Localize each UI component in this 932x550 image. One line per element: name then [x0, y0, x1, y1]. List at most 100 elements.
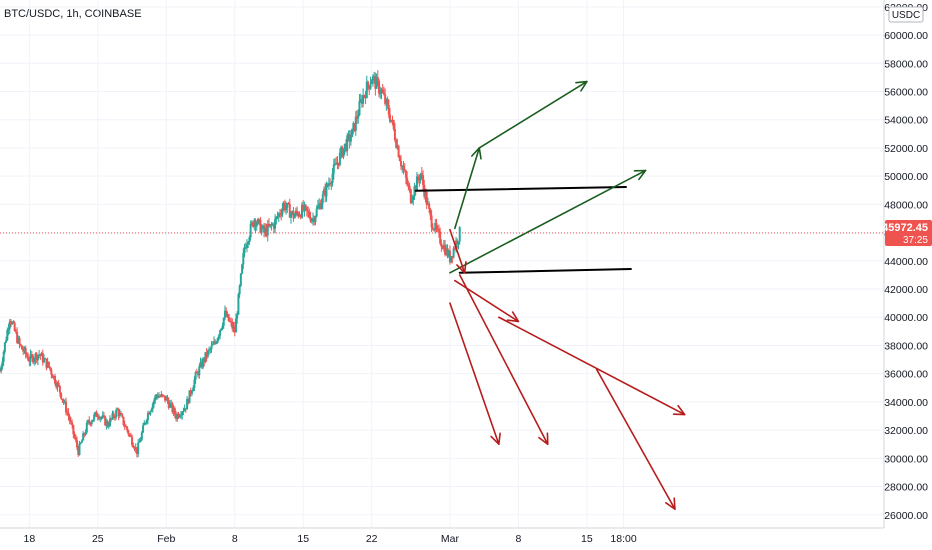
candle-body [368, 85, 371, 89]
price-tick-label: 38000.00 [884, 340, 928, 352]
candle-body [131, 436, 134, 445]
candle-body [319, 203, 322, 209]
arrow-head[interactable] [490, 432, 501, 446]
arrow-shaft[interactable] [449, 302, 500, 446]
candle-body [121, 414, 124, 417]
candle-body [12, 322, 15, 324]
candle-body [214, 341, 217, 343]
arrow-head[interactable] [506, 311, 520, 323]
candle-body [24, 347, 27, 355]
candle-body [225, 310, 228, 317]
candle-body [82, 433, 85, 441]
candle-body [41, 353, 44, 363]
candle-body [116, 409, 119, 411]
candle-body [451, 256, 454, 258]
candle-body [105, 421, 108, 426]
arrow-shaft[interactable] [454, 279, 520, 323]
arrow-head[interactable] [633, 169, 647, 181]
candle-body [398, 156, 401, 162]
candle-body [137, 442, 140, 455]
candle-body [157, 396, 160, 398]
candle-body [204, 352, 207, 362]
candle-body [278, 213, 281, 215]
candle-body [13, 322, 16, 331]
candle-body [270, 224, 273, 226]
candle-body [453, 248, 456, 250]
candle-body [212, 341, 215, 345]
arrow-shaft[interactable] [454, 147, 481, 230]
arrow-shaft[interactable] [449, 169, 647, 274]
candle-body [220, 328, 223, 331]
candle-body [353, 123, 356, 131]
arrow-head[interactable] [575, 80, 588, 92]
candle-body [424, 191, 427, 197]
candle-body [14, 330, 17, 333]
candle-body [197, 372, 200, 376]
candle-body [299, 215, 302, 218]
time-axis[interactable] [0, 527, 932, 550]
candle-body [128, 434, 131, 436]
candle-body [178, 415, 181, 418]
arrow-head[interactable] [538, 432, 549, 446]
candle-body [390, 119, 393, 122]
candle-body [27, 356, 30, 361]
candle-body [209, 349, 212, 351]
candle-body [189, 390, 192, 394]
candle-body [275, 216, 278, 219]
candle-body [109, 418, 112, 426]
candle-body [385, 99, 388, 104]
candle-body [67, 412, 70, 417]
candle-body [205, 352, 208, 357]
candle-body [303, 204, 306, 211]
candle-body [327, 183, 330, 186]
candle-body [442, 245, 445, 249]
candle-body [343, 143, 346, 149]
candle-body [183, 408, 186, 411]
price-axis[interactable] [883, 0, 932, 550]
trend-line[interactable] [458, 267, 632, 274]
candle-body [274, 218, 277, 229]
drawing-layer[interactable] [414, 80, 686, 510]
arrow-head[interactable] [665, 497, 676, 510]
candle-body [226, 314, 229, 317]
arrow-shaft[interactable] [595, 368, 676, 510]
candle-body [238, 285, 241, 295]
candle-body [431, 227, 434, 230]
arrow-head[interactable] [672, 404, 686, 416]
candle-body [359, 99, 362, 102]
candle-body [117, 409, 120, 417]
candle-body [175, 414, 178, 419]
candle-body [318, 203, 321, 207]
candle-body [242, 253, 245, 265]
arrow-head[interactable] [456, 261, 467, 274]
arrow-shaft[interactable] [458, 274, 549, 446]
candle-body [411, 200, 414, 203]
candle-body [145, 419, 148, 423]
candle-body [171, 403, 174, 413]
candle-body [302, 204, 305, 211]
candle-body [30, 354, 33, 356]
candle-body [94, 412, 97, 415]
symbol-label[interactable]: BTC/USDC, 1h, COINBASE [4, 8, 142, 20]
candle-body [458, 227, 461, 242]
candle-body [120, 413, 123, 415]
arrow-shaft[interactable] [449, 228, 466, 274]
candle-body [253, 219, 256, 227]
currency-badge[interactable]: USDC [888, 6, 924, 23]
candle-body [375, 77, 378, 89]
candle-body [374, 76, 377, 89]
candle-body [184, 408, 187, 410]
trend-line[interactable] [414, 186, 627, 192]
candle-body [429, 208, 432, 216]
arrow-shaft[interactable] [478, 80, 588, 149]
candle-body [334, 163, 337, 165]
candle-body [286, 203, 289, 208]
candle-body [340, 147, 343, 153]
price-tick-label: 48000.00 [884, 199, 928, 211]
candle-body [73, 434, 76, 438]
arrow-shaft[interactable] [498, 316, 686, 416]
candle-body [255, 223, 258, 227]
candle-body [232, 326, 235, 329]
candle-body [308, 211, 311, 218]
